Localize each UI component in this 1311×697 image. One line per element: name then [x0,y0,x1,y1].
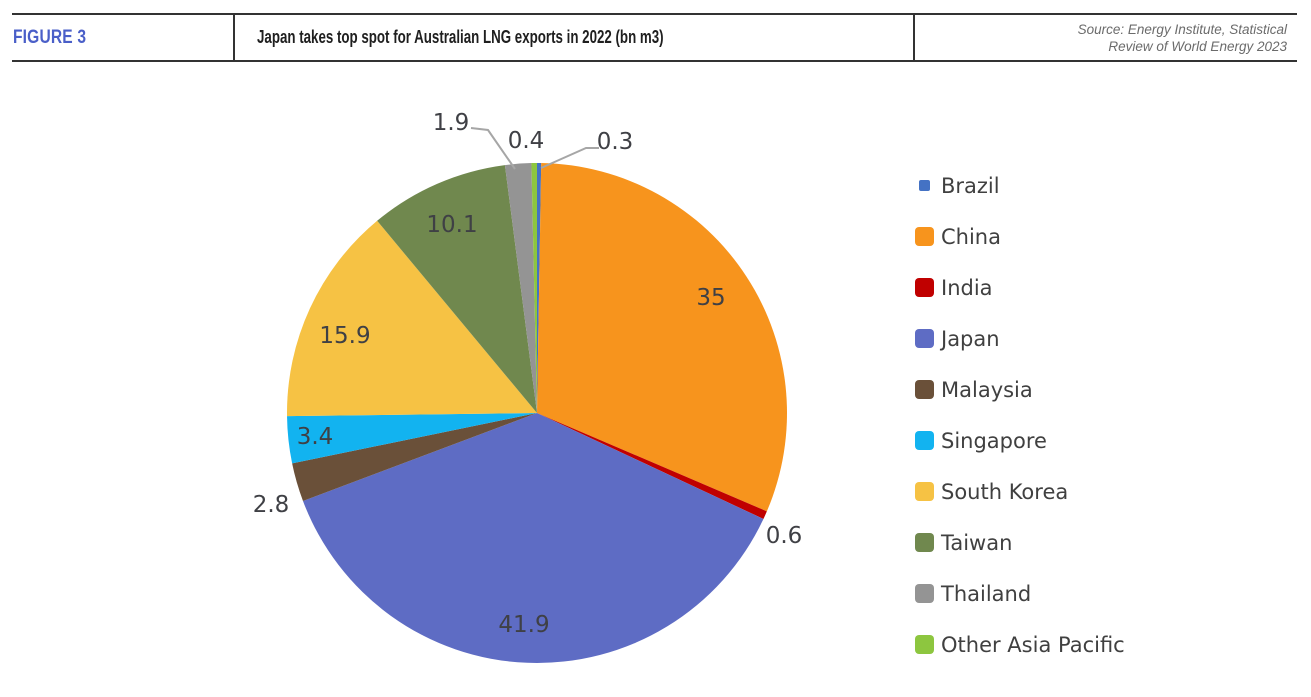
legend-label-japan: Japan [941,326,1000,351]
legend-swatch-japan [915,329,934,348]
pie-slice-thailand [504,163,537,413]
legend-item-brazil: Brazil [915,173,1125,198]
legend-swatch-singapore [915,431,934,450]
label-leader-line-thailand [470,127,516,170]
legend-swatch-south-korea [915,482,934,501]
legend-swatch-box [915,380,934,399]
source-line-1: Source: Energy Institute, Statistical [1077,21,1287,37]
legend-swatch-thailand [915,584,934,603]
legend-swatch-brazil [919,180,930,191]
legend-item-india: India [915,275,1125,300]
figure-label-cell: FIGURE 3 [12,15,233,60]
legend-swatch-china [915,227,934,246]
figure-title-cell: Japan takes top spot for Australian LNG … [233,15,913,60]
legend-label-brazil: Brazil [941,173,1000,198]
legend-item-south-korea: South Korea [915,479,1125,504]
legend-swatch-box [915,482,934,501]
pie-slice-brazil [537,163,542,413]
legend-swatch-box [915,176,934,195]
figure-source-cell: Source: Energy Institute, Statistical Re… [913,15,1297,60]
legend-item-japan: Japan [915,326,1125,351]
legend-item-malaysia: Malaysia [915,377,1125,402]
slice-value-label-other-asia-pacific: 0.4 [508,128,545,154]
legend-swatch-box [915,635,934,654]
legend-item-taiwan: Taiwan [915,530,1125,555]
legend-swatch-box [915,533,934,552]
slice-value-label-taiwan: 10.1 [426,212,477,238]
legend-swatch-box [915,329,934,348]
legend-label-india: India [941,275,993,300]
legend-swatch-taiwan [915,533,934,552]
figure-number-label: FIGURE 3 [13,26,87,48]
legend-swatch-box [915,278,934,297]
legend-label-china: China [941,224,1001,249]
pie-slice-china [537,163,787,512]
pie-slice-south-korea [287,220,537,417]
legend-item-other-asia-pacific: Other Asia Pacific [915,632,1125,657]
figure-title: Japan takes top spot for Australian LNG … [257,27,664,47]
pie-slice-malaysia [292,413,537,501]
legend-label-singapore: Singapore [941,428,1047,453]
slice-value-label-india: 0.6 [766,523,803,549]
legend-swatch-box [915,431,934,450]
legend-item-singapore: Singapore [915,428,1125,453]
legend: Brazil China India Japan Malaysia Singapore So… [915,173,1125,657]
legend-label-malaysia: Malaysia [941,377,1033,402]
slice-value-label-china: 35 [696,285,725,311]
source-line-2: Review of World Energy 2023 [1108,38,1287,54]
legend-label-south-korea: South Korea [941,479,1069,504]
legend-label-thailand: Thailand [941,581,1032,606]
pie-slice-japan [302,413,764,664]
legend-item-china: China [915,224,1125,249]
source-attribution: Source: Energy Institute, Statistical Re… [1078,21,1287,55]
pie-slice-other-asia-pacific [531,162,537,413]
legend-label-other-asia-pacific: Other Asia Pacific [941,632,1125,657]
legend-item-thailand: Thailand [915,581,1125,606]
legend-swatch-india [915,278,934,297]
legend-swatch-other-asia-pacific [915,635,934,654]
legend-swatch-box [915,227,934,246]
figure-header: FIGURE 3 Japan takes top spot for Austra… [12,13,1297,62]
slice-value-label-brazil: 0.3 [597,129,634,155]
slice-value-label-south-korea: 15.9 [319,323,370,349]
pie-slice-singapore [287,413,537,464]
slice-value-label-malaysia: 2.8 [253,492,290,518]
slice-value-label-thailand: 1.9 [433,110,470,136]
slice-value-label-singapore: 3.4 [297,424,334,450]
label-leader-line-brazil [540,147,599,169]
pie-slice-india [537,413,767,519]
legend-label-taiwan: Taiwan [941,530,1013,555]
slice-value-label-japan: 41.9 [498,612,549,638]
pie-slice-taiwan [377,165,537,413]
legend-swatch-box [915,584,934,603]
legend-swatch-malaysia [915,380,934,399]
